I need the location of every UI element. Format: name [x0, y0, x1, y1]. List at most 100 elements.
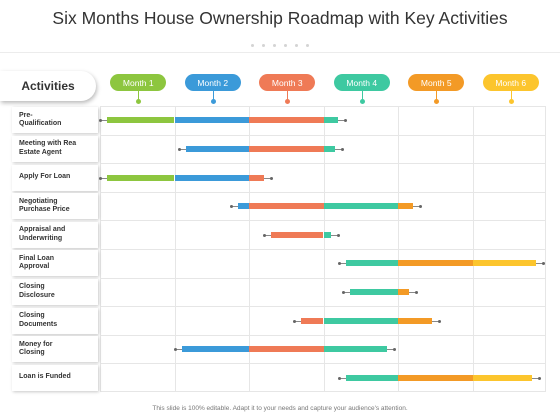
header-divider — [0, 52, 560, 53]
bar-end-dot — [340, 147, 344, 151]
activity-bar-segment — [174, 117, 249, 124]
grid-row-divider — [100, 191, 546, 193]
bar-start-dot — [337, 376, 341, 380]
activity-bar-segment — [301, 317, 324, 324]
bar-end-whisker — [412, 206, 420, 208]
activity-bar-segment — [249, 145, 324, 152]
month-1-header: Month 1 — [110, 74, 167, 91]
activity-bar-segment — [398, 203, 413, 210]
activity-bar-segment — [323, 145, 335, 152]
bar-start-whisker — [338, 263, 346, 265]
month-3-header: Month 3 — [259, 74, 316, 91]
grid-row-divider — [100, 249, 546, 250]
bar-start-whisker — [178, 148, 186, 150]
bar-end-whisker — [338, 120, 346, 122]
bar-end-dot — [269, 176, 273, 180]
bar-start-whisker — [342, 291, 350, 293]
activity-bar-segment — [345, 260, 398, 267]
bar-start-whisker — [264, 234, 272, 236]
month-1-connector-dot — [136, 99, 142, 104]
activity-bar-segment — [398, 317, 432, 324]
activity-bar-segment — [107, 117, 175, 124]
activity-bar-segment — [398, 288, 410, 295]
month-2-header: Month 2 — [184, 74, 241, 91]
bar-start-dot — [229, 205, 233, 209]
bar-start-whisker — [338, 377, 346, 379]
activity-label: Appraisal and Underwriting — [12, 221, 98, 248]
grid-row-divider — [100, 334, 546, 336]
activity-bar-segment — [472, 374, 533, 381]
bar-end-dot — [418, 205, 422, 209]
month-6-header: Month 6 — [482, 74, 539, 91]
bar-end-whisker — [535, 263, 543, 265]
activity-label: Loan is Funded — [12, 364, 98, 391]
bar-end-dot — [336, 233, 340, 237]
month-2-connector — [212, 91, 214, 100]
grid-row-divider — [100, 163, 546, 165]
activity-bar-segment — [345, 374, 398, 381]
bar-end-dot — [344, 119, 348, 123]
bar-end-whisker — [330, 234, 338, 236]
month-4-connector — [361, 91, 363, 100]
activity-bar-segment — [398, 260, 473, 267]
activity-bar-segment — [181, 346, 249, 353]
activity-bar-segment — [237, 203, 249, 210]
bar-start-whisker — [174, 349, 182, 351]
activity-bar-segment — [323, 317, 398, 324]
month-4-header: Month 4 — [333, 74, 390, 91]
activity-label: Negotiating Purchase Price — [12, 193, 98, 220]
month-4-connector-dot — [359, 99, 365, 104]
bar-start-whisker — [100, 120, 108, 122]
grid-row-divider — [100, 220, 546, 222]
activity-label: Apply For Loan — [12, 164, 98, 191]
month-3-connector-dot — [285, 99, 291, 104]
bar-start-dot — [337, 262, 341, 266]
activity-label: Pre- Qualification — [12, 107, 98, 134]
activity-bar-segment — [107, 174, 175, 181]
activity-bar-segment — [249, 174, 264, 181]
activity-bar-segment — [249, 203, 324, 210]
activity-label: Closing Documents — [12, 307, 98, 334]
grid-row-divider — [100, 277, 546, 279]
grid-row-divider — [100, 134, 546, 136]
bar-end-dot — [392, 348, 396, 352]
bar-start-dot — [263, 233, 267, 237]
month-5-connector-dot — [434, 99, 440, 104]
bar-start-dot — [177, 147, 181, 151]
bar-end-dot — [541, 262, 545, 266]
bar-start-whisker — [100, 177, 108, 179]
bar-start-dot — [293, 319, 297, 323]
bar-end-dot — [538, 376, 542, 380]
activity-bar-segment — [323, 203, 398, 210]
bar-end-dot — [437, 319, 441, 323]
activity-bar-segment — [271, 231, 324, 238]
month-5-connector — [436, 91, 438, 100]
activity-bar-segment — [174, 174, 249, 181]
activity-bar-segment — [249, 117, 324, 124]
activity-label: Final Loan Approval — [12, 250, 98, 277]
activity-bar-segment — [323, 117, 339, 124]
bar-start-whisker — [230, 206, 238, 208]
grid-row-divider — [100, 306, 546, 308]
activity-bar-segment — [323, 231, 331, 238]
activities-header: Activities — [0, 71, 96, 101]
bar-start-dot — [99, 119, 103, 123]
bar-end-whisker — [263, 177, 271, 179]
activity-bar-segment — [398, 374, 473, 381]
page-title: Six Months House Ownership Roadmap with … — [52, 8, 508, 28]
footer-note: This slide is 100% editable. Adapt it to… — [152, 405, 408, 412]
bar-end-whisker — [532, 377, 540, 379]
month-5-header: Month 5 — [408, 74, 465, 91]
activity-bar-segment — [472, 260, 536, 267]
month-6-connector-dot — [508, 99, 514, 104]
month-1-connector — [138, 91, 140, 100]
bar-start-whisker — [294, 320, 302, 322]
activity-label: Money for Closing — [12, 336, 98, 363]
bar-end-whisker — [431, 320, 439, 322]
bar-end-whisker — [386, 349, 394, 351]
bar-start-dot — [341, 290, 345, 294]
activity-bar-segment — [185, 145, 249, 152]
activity-bar-segment — [349, 288, 398, 295]
bar-end-whisker — [409, 291, 417, 293]
month-6-connector — [510, 91, 512, 100]
